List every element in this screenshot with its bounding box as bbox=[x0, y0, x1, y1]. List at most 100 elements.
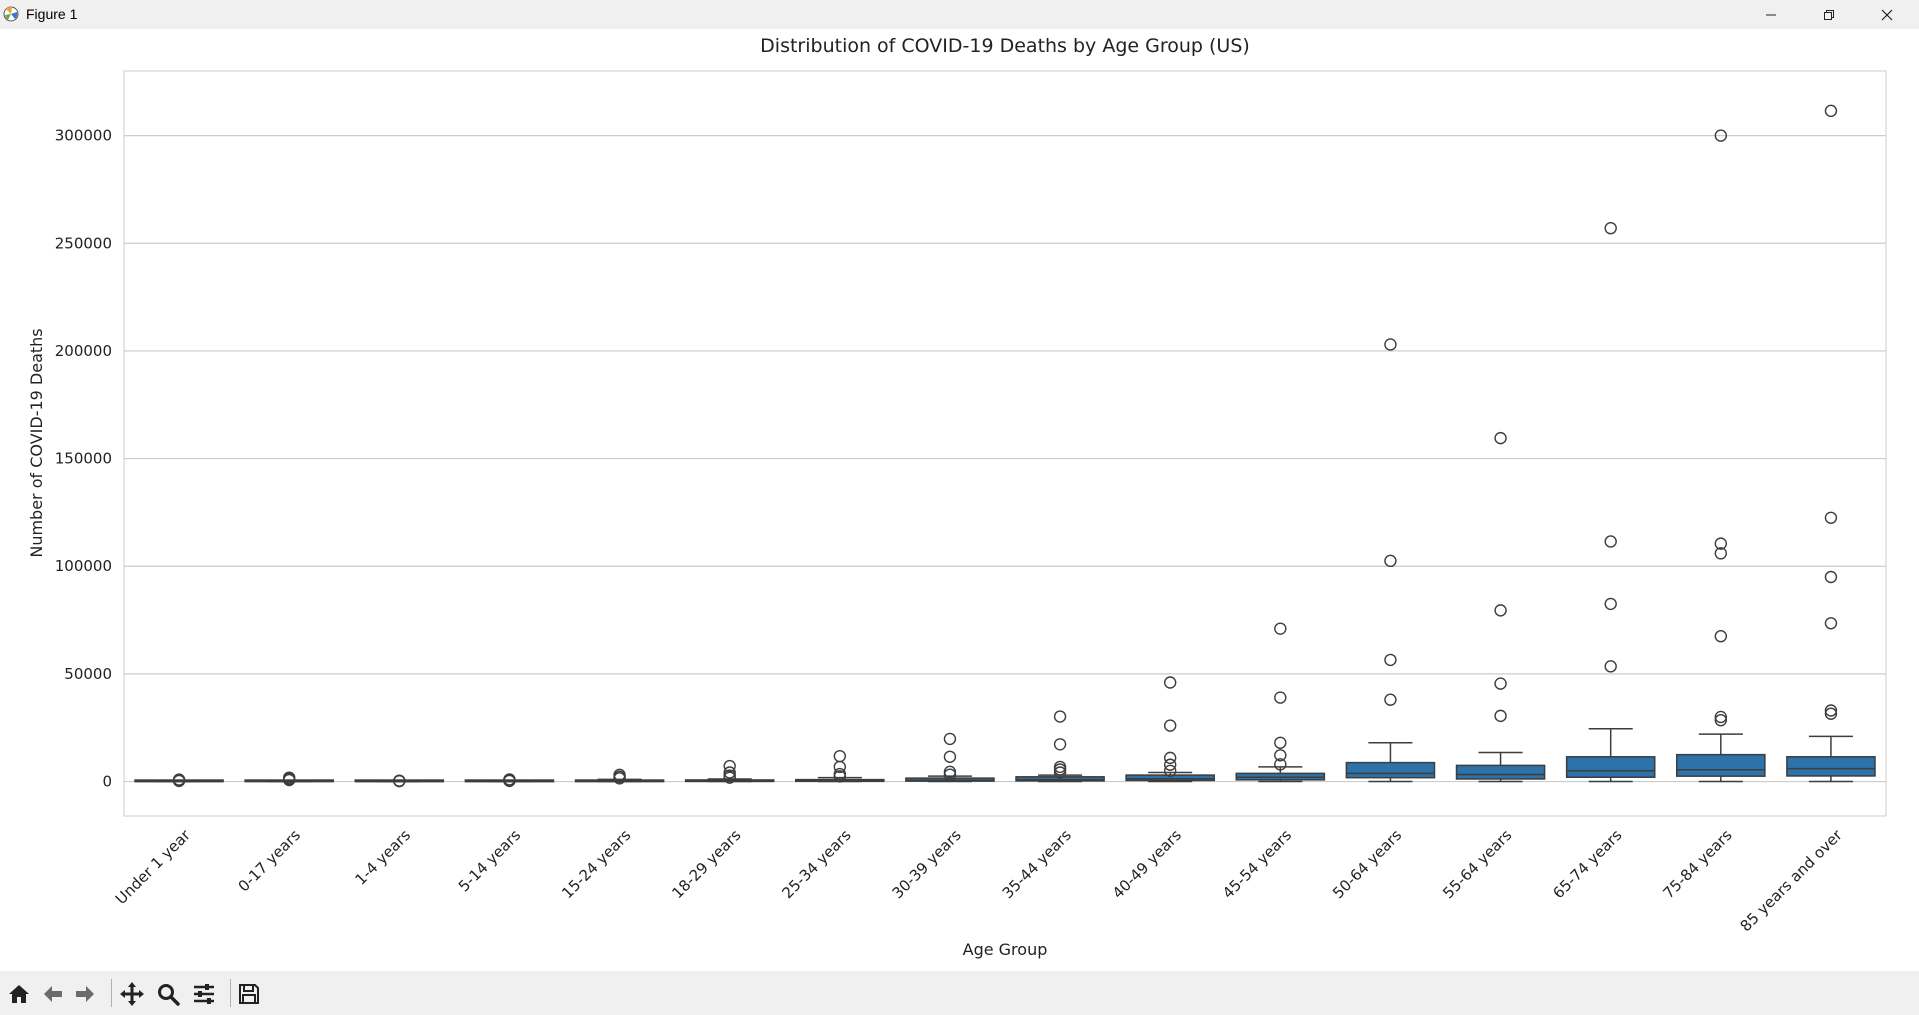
box-11 bbox=[1235, 622, 1326, 783]
maximize-icon bbox=[1824, 9, 1834, 20]
toolbar-separator bbox=[111, 979, 112, 1007]
outlier-point bbox=[1163, 719, 1177, 732]
box-4 bbox=[464, 773, 555, 788]
outlier-point bbox=[1714, 129, 1728, 142]
box-12 bbox=[1345, 338, 1436, 783]
x-tick-label: 35-44 years bbox=[999, 826, 1075, 902]
y-tick-label: 50000 bbox=[64, 665, 112, 683]
outlier-point bbox=[1714, 630, 1728, 643]
outlier-point bbox=[1604, 221, 1617, 235]
x-tick-label: 85 years and over bbox=[1737, 826, 1847, 936]
x-tick-label: 15-24 years bbox=[558, 826, 634, 902]
x-tick-label: 45-54 years bbox=[1219, 826, 1295, 902]
minimize-button[interactable] bbox=[1743, 0, 1799, 29]
x-tick-label: 1-4 years bbox=[352, 826, 415, 889]
configure-subplots-icon bbox=[194, 984, 214, 1004]
box-14 bbox=[1565, 221, 1656, 783]
outlier-point bbox=[1053, 766, 1067, 779]
x-tick-label: Under 1 year bbox=[112, 826, 195, 909]
outlier-point bbox=[1384, 338, 1397, 351]
box-plot-chart: 0 50000 100000 150000 200000 250000 300000 Und… bbox=[27, 35, 1887, 959]
y-tick-label: 200000 bbox=[55, 342, 112, 360]
outlier-point bbox=[503, 773, 516, 786]
outlier-point bbox=[1824, 617, 1838, 630]
zoom-button[interactable] bbox=[153, 979, 183, 1009]
box-2 bbox=[244, 771, 334, 787]
y-tick-label: 100000 bbox=[55, 557, 112, 575]
iqr-box bbox=[1345, 761, 1436, 779]
box-1 bbox=[134, 773, 224, 788]
x-tick-label: 30-39 years bbox=[889, 826, 965, 902]
x-tick-label: 0-17 years bbox=[235, 826, 304, 895]
box-16 bbox=[1786, 104, 1876, 783]
forward-button[interactable] bbox=[70, 979, 100, 1009]
outlier-point bbox=[723, 766, 736, 779]
outlier-point bbox=[1163, 764, 1177, 777]
outlier-point bbox=[172, 773, 186, 786]
box-3 bbox=[354, 774, 445, 788]
box-6 bbox=[684, 759, 775, 784]
outlier-point bbox=[943, 750, 957, 763]
outlier-point bbox=[943, 765, 957, 779]
outlier-point bbox=[1274, 691, 1287, 704]
x-tick-label: 25-34 years bbox=[779, 826, 855, 902]
box-9 bbox=[1015, 710, 1105, 783]
maximize-button[interactable] bbox=[1801, 0, 1857, 29]
close-button[interactable] bbox=[1859, 0, 1915, 29]
outlier-point bbox=[282, 771, 296, 784]
outlier-point bbox=[833, 767, 847, 781]
title-bar: Figure 1 bbox=[0, 0, 1919, 29]
outlier-point bbox=[1384, 554, 1397, 568]
outlier-point bbox=[1494, 604, 1507, 617]
home-icon bbox=[9, 985, 29, 1003]
home-button[interactable] bbox=[4, 979, 34, 1009]
matplotlib-icon bbox=[3, 6, 19, 22]
box-8 bbox=[905, 732, 995, 783]
configure-subplots-button[interactable] bbox=[189, 979, 219, 1009]
back-icon bbox=[44, 986, 62, 1002]
iqr-box bbox=[1676, 753, 1766, 777]
outlier-point bbox=[723, 759, 736, 773]
outlier-point bbox=[393, 774, 406, 787]
box-10 bbox=[1125, 676, 1215, 783]
box-7 bbox=[795, 749, 885, 783]
minimize-icon bbox=[1766, 14, 1776, 15]
zoom-icon bbox=[158, 984, 180, 1006]
outlier-point bbox=[1824, 511, 1838, 524]
outlier-point bbox=[1604, 660, 1617, 673]
outlier-point bbox=[1274, 749, 1287, 762]
box-5 bbox=[574, 768, 665, 785]
figure-canvas: 0 50000 100000 150000 200000 250000 300000 Und… bbox=[0, 29, 1919, 971]
chart-title: Distribution of COVID-19 Deaths by Age G… bbox=[760, 35, 1250, 57]
outlier-point bbox=[1714, 710, 1728, 724]
box-13 bbox=[1455, 431, 1546, 783]
outlier-point bbox=[1274, 622, 1287, 635]
y-tick-label: 0 bbox=[102, 773, 112, 791]
outlier-point bbox=[1714, 713, 1728, 727]
outlier-point bbox=[1494, 677, 1507, 690]
x-tick-label: 75-84 years bbox=[1660, 826, 1736, 902]
outlier-point bbox=[1384, 653, 1397, 667]
x-tick-label: 40-49 years bbox=[1109, 826, 1185, 902]
x-tick-label: 18-29 years bbox=[668, 826, 744, 902]
save-button[interactable] bbox=[234, 979, 264, 1009]
iqr-box bbox=[1125, 774, 1215, 782]
toolbar-separator bbox=[230, 979, 231, 1007]
y-tick-label: 300000 bbox=[55, 127, 112, 145]
outlier-point bbox=[1824, 707, 1838, 720]
outlier-point bbox=[1824, 104, 1838, 118]
outlier-point bbox=[1824, 570, 1838, 584]
outlier-point bbox=[1274, 758, 1287, 771]
outlier-point bbox=[1384, 693, 1397, 706]
outlier-point bbox=[1494, 431, 1507, 445]
outlier-point bbox=[1604, 597, 1617, 611]
outlier-point bbox=[1163, 758, 1177, 771]
pan-button[interactable] bbox=[117, 979, 147, 1009]
outlier-point bbox=[1824, 704, 1838, 717]
back-button[interactable] bbox=[38, 979, 68, 1009]
close-icon bbox=[1881, 9, 1893, 20]
x-tick-label: 65-74 years bbox=[1549, 826, 1625, 902]
iqr-box bbox=[1455, 764, 1546, 780]
outlier-point bbox=[1714, 547, 1728, 560]
y-tick-label: 250000 bbox=[55, 234, 112, 252]
